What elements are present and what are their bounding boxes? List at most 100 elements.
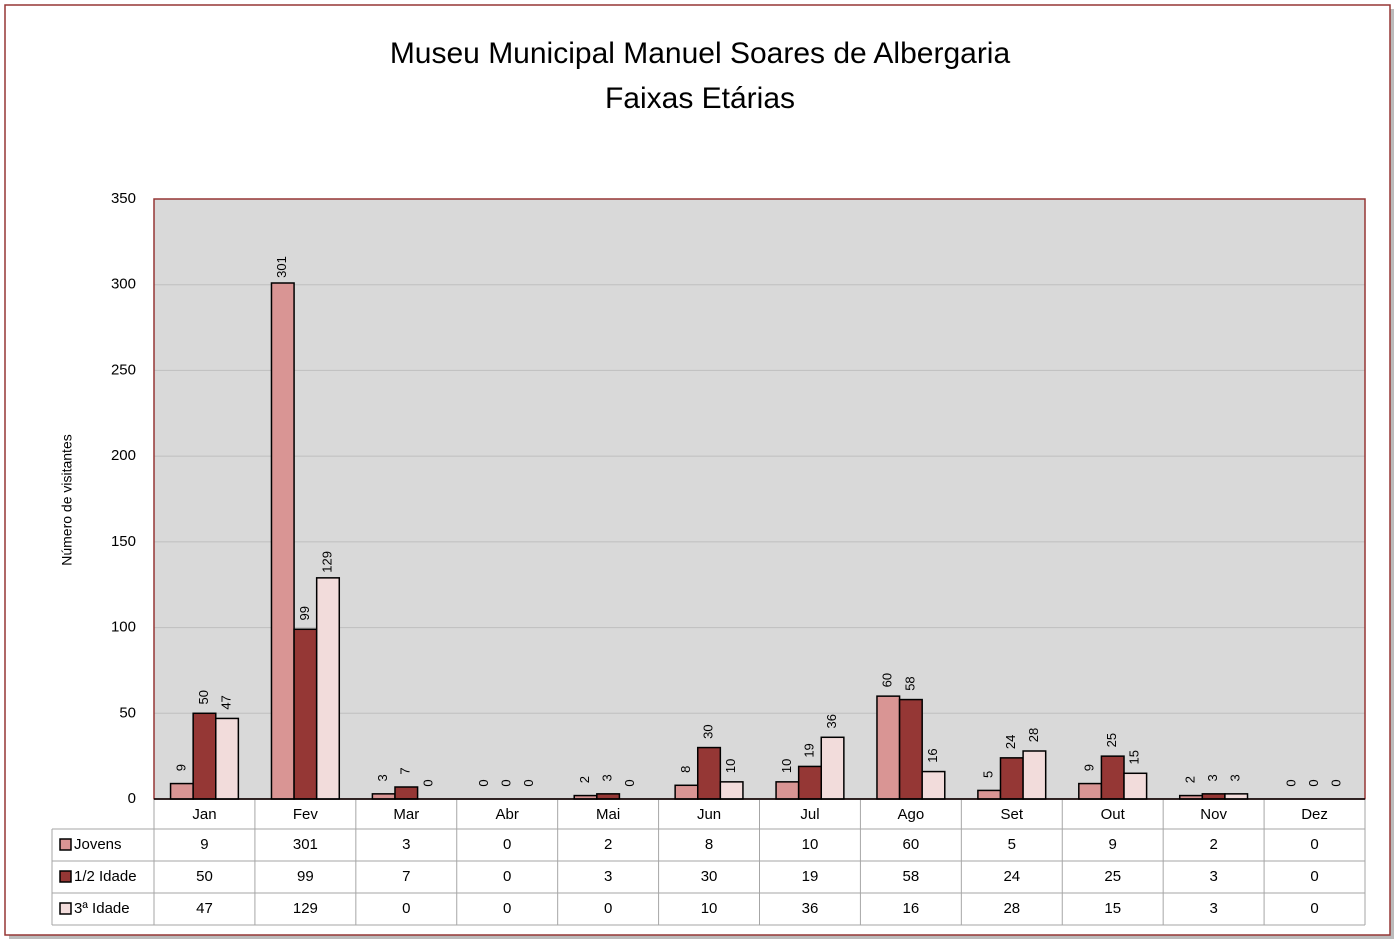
chart-subtitle: Faixas Etárias [605, 82, 795, 115]
data-label: 3 [375, 774, 390, 781]
data-label: 2 [1182, 776, 1197, 783]
bar [270, 282, 295, 800]
bar [315, 577, 341, 800]
table-value: 3 [1209, 900, 1217, 917]
legend-label: Jovens [74, 836, 122, 853]
table-value: 50 [196, 868, 213, 885]
table-value: 301 [293, 836, 318, 853]
table-value: 0 [503, 836, 511, 853]
table-value: 9 [200, 836, 208, 853]
data-label: 301 [274, 256, 289, 278]
x-tick-label: Mar [393, 806, 419, 823]
data-label: 25 [1104, 733, 1119, 747]
data-label: 3 [1228, 774, 1243, 781]
table-value: 5 [1008, 836, 1016, 853]
y-tick-label: 50 [119, 704, 136, 721]
x-tick-label: Jan [192, 806, 216, 823]
table-value: 99 [297, 868, 314, 885]
data-label: 47 [218, 695, 233, 709]
x-tick-label: Nov [1200, 806, 1227, 823]
table-value: 7 [402, 868, 410, 885]
bar [1100, 755, 1125, 800]
data-label: 16 [925, 748, 940, 762]
bar [999, 757, 1024, 800]
bar [696, 746, 722, 800]
x-tick-label: Set [1001, 806, 1024, 823]
data-label: 0 [521, 779, 536, 786]
table-value: 0 [1310, 868, 1318, 885]
table-value: 10 [802, 836, 819, 853]
legend-key [59, 870, 72, 883]
table-value: 36 [802, 900, 819, 917]
bar [775, 781, 800, 800]
table-value: 47 [196, 900, 213, 917]
bar [596, 793, 621, 800]
bar [674, 784, 699, 800]
table-value: 0 [604, 900, 612, 917]
data-label: 36 [824, 714, 839, 728]
table-value: 2 [604, 836, 612, 853]
table-value: 3 [402, 836, 410, 853]
table-value: 24 [1003, 868, 1020, 885]
data-label: 50 [196, 690, 211, 704]
table-value: 129 [293, 900, 318, 917]
legend-label: 1/2 Idade [74, 868, 137, 885]
data-label: 0 [1283, 779, 1298, 786]
table-value: 2 [1209, 836, 1217, 853]
data-label: 15 [1127, 750, 1142, 764]
table-value: 0 [1310, 900, 1318, 917]
data-label: 19 [801, 743, 816, 757]
table-value: 30 [701, 868, 718, 885]
table-value: 8 [705, 836, 713, 853]
data-label: 0 [420, 779, 435, 786]
legend-key [59, 902, 72, 915]
x-tick-label: Abr [496, 806, 519, 823]
bar [921, 770, 946, 800]
y-tick-label: 100 [111, 619, 136, 636]
x-tick-label: Jun [697, 806, 721, 823]
bar [192, 712, 217, 800]
y-axis-label: Número de visitantes [59, 434, 75, 566]
x-tick-label: Mai [596, 806, 620, 823]
y-tick-label: 250 [111, 361, 136, 378]
bar [169, 782, 194, 800]
y-tick-label: 200 [111, 447, 136, 464]
data-label: 2 [577, 776, 592, 783]
table-value: 3 [604, 868, 612, 885]
bar [719, 781, 744, 800]
bar [1224, 793, 1249, 800]
table-value: 16 [903, 900, 920, 917]
y-tick-label: 300 [111, 276, 136, 293]
bar [898, 698, 923, 800]
table-value: 15 [1104, 900, 1121, 917]
table-value: 0 [402, 900, 410, 917]
bar [1022, 750, 1047, 800]
y-tick-label: 350 [111, 190, 136, 207]
bar [876, 695, 901, 800]
bar [371, 793, 396, 800]
data-label: 99 [297, 606, 312, 620]
bar [1078, 782, 1103, 800]
table-value: 28 [1003, 900, 1020, 917]
data-label: 0 [622, 779, 637, 786]
bar [797, 765, 823, 800]
table-value: 58 [903, 868, 920, 885]
table-value: 0 [503, 900, 511, 917]
bar [293, 628, 318, 800]
x-tick-label: Out [1101, 806, 1126, 823]
plot-area [154, 199, 1365, 799]
data-label: 5 [981, 771, 996, 778]
data-label: 24 [1003, 735, 1018, 749]
x-tick-label: Dez [1301, 806, 1328, 823]
bar [394, 786, 419, 800]
bar [1201, 793, 1226, 800]
data-label: 7 [398, 767, 413, 774]
x-tick-label: Ago [898, 806, 925, 823]
legend-label: 3ª Idade [74, 900, 130, 917]
table-value: 60 [903, 836, 920, 853]
data-label: 10 [779, 759, 794, 773]
data-label: 129 [319, 551, 334, 573]
data-label: 8 [678, 766, 693, 773]
table-value: 0 [1310, 836, 1318, 853]
table-value: 3 [1209, 868, 1217, 885]
